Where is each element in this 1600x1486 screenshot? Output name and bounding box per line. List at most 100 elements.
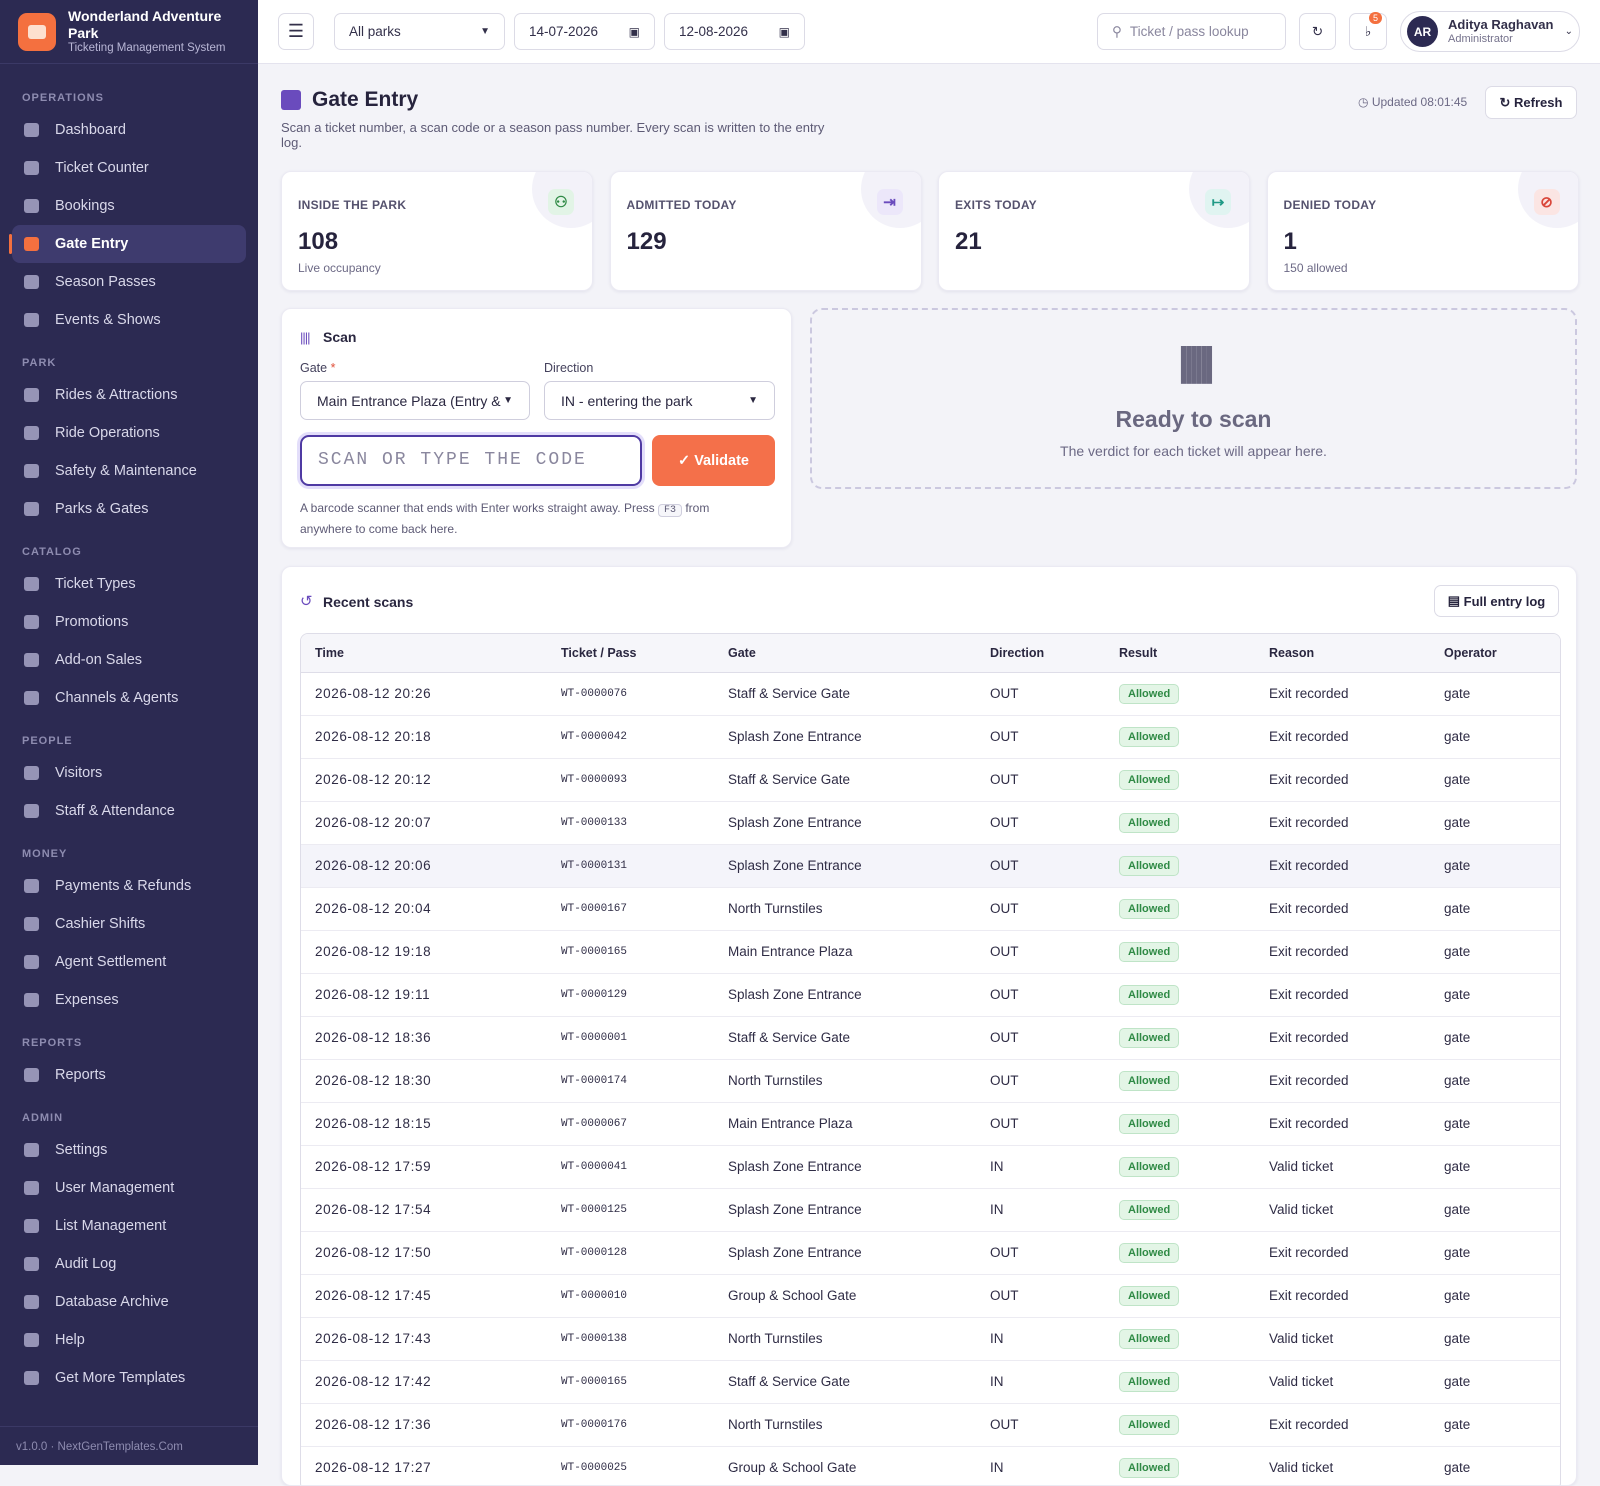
cell: WT-0000129 (547, 973, 714, 1017)
stat-card: ⊘ DENIED TODAY 1 150 allowed (1266, 171, 1579, 291)
cell: IN (976, 1446, 1105, 1485)
nav-item[interactable]: Dashboard (12, 111, 246, 149)
cell: gate (1430, 1231, 1560, 1275)
nav-item[interactable]: Ticket Types (12, 565, 246, 603)
search[interactable]: ⚲ Ticket / pass lookup (1097, 13, 1286, 50)
date-from-value: 14-07-2026 (529, 24, 599, 39)
nav-icon (24, 653, 39, 667)
cell: North Turnstiles (714, 1059, 976, 1103)
gate-select-value: Main Entrance Plaza (Entry & (317, 392, 501, 409)
full-log-button[interactable]: ▤ Full entry log (1434, 585, 1559, 617)
nav-item[interactable]: Settings (12, 1131, 246, 1169)
cell: gate (1430, 1274, 1560, 1318)
sidebar: Wonderland Adventure Park Ticketing Mana… (0, 0, 258, 1465)
nav-section: OPERATIONS (22, 92, 104, 104)
cell: WT-0000133 (547, 801, 714, 845)
menu-button[interactable]: ☰ (278, 13, 314, 50)
cell: Exit recorded (1255, 801, 1430, 845)
nav-section: PEOPLE (22, 735, 73, 747)
nav-item[interactable]: Payments & Refunds (12, 867, 246, 905)
nav-item[interactable]: Gate Entry (9, 225, 246, 263)
nav-item[interactable]: Help (12, 1321, 246, 1359)
nav-item[interactable]: Database Archive (12, 1283, 246, 1321)
refresh-button[interactable]: ↻ Refresh (1485, 86, 1577, 119)
date-from[interactable]: 14-07-2026 ▣ (514, 13, 655, 50)
result-pill: Allowed (1119, 1414, 1180, 1435)
nav-item[interactable]: Add-on Sales (12, 641, 246, 679)
nav-item[interactable]: Bookings (12, 187, 246, 225)
cell: WT-0000025 (547, 1446, 714, 1485)
result-cell: Allowed (1105, 887, 1255, 931)
nav-item[interactable]: User Management (12, 1169, 246, 1207)
nav-item[interactable]: Safety & Maintenance (12, 452, 246, 490)
nav-item[interactable]: Agent Settlement (12, 943, 246, 981)
nav-item[interactable]: Parks & Gates (12, 490, 246, 528)
gate-select[interactable]: Main Entrance Plaza (Entry & ▼ (300, 381, 530, 420)
cell: gate (1430, 1360, 1560, 1404)
cell: 2026-08-12 20:07 (301, 801, 547, 845)
park-select[interactable]: All parks ▼ (334, 13, 505, 50)
cell: Valid ticket (1255, 1145, 1430, 1189)
cell: OUT (976, 1016, 1105, 1060)
nav-item[interactable]: Staff & Attendance (12, 792, 246, 830)
nav-label: Events & Shows (55, 312, 161, 328)
cell: IN (976, 1188, 1105, 1232)
nav-item[interactable]: Channels & Agents (12, 679, 246, 717)
cell: 2026-08-12 18:15 (301, 1102, 547, 1146)
result-cell: Allowed (1105, 1403, 1255, 1447)
cell: Valid ticket (1255, 1188, 1430, 1232)
result-cell: Allowed (1105, 1145, 1255, 1189)
cell: OUT (976, 715, 1105, 759)
nav-item[interactable]: List Management (12, 1207, 246, 1245)
validate-button[interactable]: ✓ Validate (652, 435, 775, 486)
direction-select[interactable]: IN - entering the park ▼ (544, 381, 775, 420)
nav-icon (24, 1181, 39, 1195)
direction-select-value: IN - entering the park (561, 392, 693, 409)
verdict-title: Ready to scan (1115, 406, 1272, 432)
reload-button[interactable]: ↻ (1299, 13, 1336, 50)
nav-icon (24, 275, 39, 289)
cell: 2026-08-12 19:11 (301, 973, 547, 1017)
scans-table: Time Ticket / Pass Gate Direction Result Reas… (301, 634, 1560, 1485)
nav-item[interactable]: Get More Templates (12, 1359, 246, 1397)
nav-item[interactable]: Reports (12, 1056, 246, 1094)
user-role: Administrator (1448, 32, 1513, 45)
scan-row: 2026-08-12 19:18 WT-0000165 Main Entrance … (301, 930, 1560, 974)
nav-icon (24, 388, 39, 402)
nav-icon (24, 1257, 39, 1271)
column-header: Gate (714, 634, 976, 673)
stat-icon: ⇥ (876, 189, 903, 215)
nav-item[interactable]: Promotions (12, 603, 246, 641)
cell: WT-0000165 (547, 930, 714, 974)
nav-item[interactable]: Visitors (12, 754, 246, 792)
nav-item[interactable]: Events & Shows (12, 301, 246, 339)
nav-item[interactable]: Expenses (12, 981, 246, 1019)
notifications-button[interactable]: ♭ 5 (1349, 12, 1387, 50)
date-to[interactable]: 12-08-2026 ▣ (664, 13, 805, 50)
cell: Valid ticket (1255, 1360, 1430, 1404)
user-menu[interactable]: AR Aditya Raghavan Administrator ⌄ (1400, 11, 1580, 52)
nav-item[interactable]: Ticket Counter (12, 149, 246, 187)
result-pill: Allowed (1119, 812, 1180, 833)
result-cell: Allowed (1105, 1188, 1255, 1232)
nav-label: Audit Log (55, 1256, 117, 1272)
nav-icon (24, 313, 39, 327)
scan-row: 2026-08-12 20:04 WT-0000167 North Turnstil… (301, 887, 1560, 931)
cell: WT-0000067 (547, 1102, 714, 1146)
cell: Splash Zone Entrance (714, 1188, 976, 1232)
nav-item[interactable]: Season Passes (12, 263, 246, 301)
cell: 2026-08-12 18:36 (301, 1016, 547, 1060)
full-log-label: Full entry log (1463, 593, 1546, 609)
cell: gate (1430, 973, 1560, 1017)
result-pill: Allowed (1119, 1285, 1180, 1306)
nav-item[interactable]: Rides & Attractions (12, 376, 246, 414)
cell: Exit recorded (1255, 672, 1430, 716)
scan-input[interactable]: SCAN OR TYPE THE CODE (300, 435, 642, 486)
nav-item[interactable]: Audit Log (12, 1245, 246, 1283)
nav-item[interactable]: Ride Operations (12, 414, 246, 452)
cell: OUT (976, 930, 1105, 974)
result-cell: Allowed (1105, 1102, 1255, 1146)
history-icon: ↺ (300, 593, 313, 610)
nav-item[interactable]: Cashier Shifts (12, 905, 246, 943)
scan-row: 2026-08-12 17:54 WT-0000125 Splash Zone En… (301, 1188, 1560, 1232)
